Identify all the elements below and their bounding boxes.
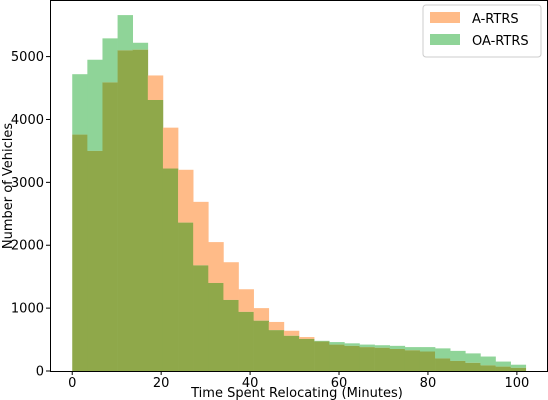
legend-label-a-rtrs: A-RTRS: [472, 12, 519, 27]
bar-overlap-bin-20: [374, 347, 391, 371]
bar-overlap-bin-8: [193, 265, 209, 371]
bar-overlap-bin-12: [253, 320, 270, 371]
bar-overlap-bin-28: [495, 366, 511, 371]
x-tick-label: 20: [153, 376, 170, 391]
bar-oa-rtrs-bin-22: [404, 347, 421, 351]
bar-overlap-bin-26: [465, 362, 481, 371]
x-tick-label: 80: [420, 376, 437, 391]
legend: A-RTRS OA-RTRS: [422, 4, 542, 58]
bar-oa-rtrs-bin-16: [314, 340, 330, 342]
bar-overlap-bin-21: [389, 348, 406, 371]
bar-oa-rtrs-bin-20: [374, 345, 391, 348]
bar-oa-rtrs-bin-25: [450, 350, 466, 361]
bar-oa-rtrs-bin-23: [419, 347, 436, 352]
bar-oa-rtrs-bin-26: [465, 353, 481, 363]
bar-overlap-bin-23: [419, 351, 436, 371]
x-tick-label: 60: [331, 376, 348, 391]
bar-a-rtrs-bin-11: [238, 289, 254, 312]
bar-a-rtrs-bin-15: [299, 337, 315, 339]
bar-a-rtrs-bin-7: [178, 169, 194, 223]
bar-overlap-bin-9: [208, 282, 224, 371]
bar-overlap-bin-25: [450, 360, 466, 371]
bar-overlap-bin-15: [299, 338, 315, 371]
bar-oa-rtrs-bin-1: [87, 59, 103, 151]
y-tick-label: 2000: [11, 239, 44, 254]
bars-layer: [72, 15, 527, 371]
x-tick-label: 40: [242, 376, 259, 391]
bar-a-rtrs-bin-13: [268, 321, 285, 331]
y-tick-label: 4000: [11, 113, 44, 128]
bar-overlap-bin-7: [178, 222, 194, 371]
bar-a-rtrs-bin-5: [147, 75, 164, 100]
bar-oa-rtrs-bin-0: [72, 74, 88, 135]
bar-overlap-bin-16: [314, 341, 330, 371]
legend-swatch-a-rtrs: [430, 12, 460, 23]
x-axis-label: Time Spent Relocating (Minutes): [190, 386, 403, 400]
bar-overlap-bin-1: [87, 150, 103, 371]
bar-overlap-bin-11: [238, 311, 254, 371]
bar-oa-rtrs-bin-3: [117, 15, 134, 51]
bar-oa-rtrs-bin-17: [329, 342, 345, 345]
bar-oa-rtrs-bin-19: [359, 344, 375, 348]
legend-swatch-oa-rtrs: [430, 34, 460, 45]
bar-oa-rtrs-bin-29: [510, 364, 527, 368]
bar-overlap-bin-4: [132, 49, 149, 371]
bar-a-rtrs-bin-10: [223, 262, 239, 300]
bar-overlap-bin-6: [162, 168, 179, 371]
y-axis-label: Number of Vehicles: [1, 123, 16, 250]
bar-overlap-bin-13: [268, 330, 285, 371]
bar-oa-rtrs-bin-27: [480, 356, 496, 366]
bar-overlap-bin-5: [147, 99, 164, 371]
bar-oa-rtrs-bin-24: [435, 348, 451, 359]
y-tick-label: 3000: [11, 176, 44, 191]
bar-overlap-bin-2: [102, 82, 118, 371]
bar-oa-rtrs-bin-18: [344, 343, 360, 346]
y-tick-label: 0: [36, 365, 44, 380]
bar-overlap-bin-24: [435, 358, 451, 371]
bar-oa-rtrs-bin-4: [132, 42, 149, 50]
legend-label-oa-rtrs: OA-RTRS: [472, 34, 529, 49]
bar-overlap-bin-14: [283, 335, 300, 371]
bar-overlap-bin-0: [72, 134, 88, 371]
x-tick-label: 0: [68, 376, 76, 391]
bar-overlap-bin-29: [510, 367, 527, 371]
bar-overlap-bin-18: [344, 345, 360, 371]
y-tick-label: 1000: [11, 302, 44, 317]
bar-a-rtrs-bin-12: [253, 308, 270, 321]
bar-a-rtrs-bin-14: [283, 330, 300, 336]
bar-a-rtrs-bin-9: [208, 242, 224, 283]
y-tick-label: 5000: [11, 50, 44, 65]
bar-overlap-bin-22: [404, 350, 421, 371]
bar-overlap-bin-10: [223, 299, 239, 371]
bar-a-rtrs-bin-8: [193, 201, 209, 266]
x-tick-label: 100: [504, 376, 529, 391]
bar-oa-rtrs-bin-21: [389, 345, 406, 349]
bar-overlap-bin-3: [117, 50, 134, 371]
bar-oa-rtrs-bin-28: [495, 361, 511, 367]
bar-oa-rtrs-bin-2: [102, 38, 118, 83]
bar-overlap-bin-19: [359, 347, 375, 371]
bar-overlap-bin-17: [329, 344, 345, 371]
bar-a-rtrs-bin-6: [162, 127, 179, 169]
bar-overlap-bin-27: [480, 365, 496, 371]
